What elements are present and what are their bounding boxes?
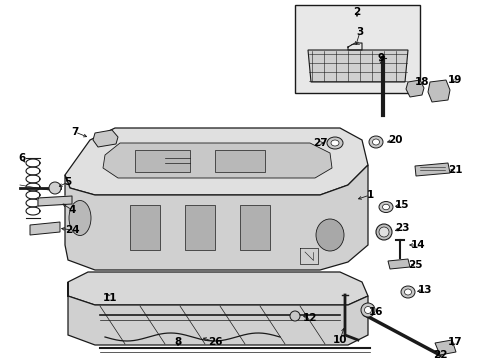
Text: 19: 19 <box>447 75 461 85</box>
Bar <box>135 150 190 172</box>
Polygon shape <box>68 272 367 305</box>
Ellipse shape <box>372 139 379 145</box>
Text: 13: 13 <box>417 285 431 295</box>
Text: 22: 22 <box>432 350 447 360</box>
Text: 4: 4 <box>68 205 76 215</box>
Text: 8: 8 <box>174 337 181 347</box>
Ellipse shape <box>360 303 374 317</box>
Text: 1: 1 <box>366 190 373 200</box>
Text: 10: 10 <box>332 335 346 345</box>
Polygon shape <box>414 163 449 176</box>
Ellipse shape <box>404 289 411 295</box>
Text: 12: 12 <box>302 313 317 323</box>
Ellipse shape <box>315 219 343 251</box>
Ellipse shape <box>382 204 389 210</box>
Ellipse shape <box>400 286 414 298</box>
Text: 3: 3 <box>356 27 363 37</box>
Ellipse shape <box>326 137 342 149</box>
Text: 24: 24 <box>64 225 79 235</box>
Text: 9: 9 <box>377 53 384 63</box>
Bar <box>130 205 160 250</box>
Bar <box>184 205 215 250</box>
Ellipse shape <box>375 224 391 240</box>
Polygon shape <box>427 80 449 102</box>
Ellipse shape <box>378 202 392 212</box>
Polygon shape <box>434 340 455 355</box>
Bar <box>240 205 269 250</box>
Text: 16: 16 <box>368 307 383 317</box>
Bar <box>215 150 264 172</box>
Polygon shape <box>65 128 367 195</box>
Polygon shape <box>38 196 72 206</box>
Text: 2: 2 <box>353 7 360 17</box>
Text: 5: 5 <box>64 177 71 187</box>
Text: 6: 6 <box>19 153 25 163</box>
Polygon shape <box>103 143 331 178</box>
Text: 11: 11 <box>102 293 117 303</box>
Polygon shape <box>30 222 60 235</box>
Polygon shape <box>93 130 118 147</box>
Text: 7: 7 <box>71 127 79 137</box>
Text: 25: 25 <box>407 260 421 270</box>
Text: 15: 15 <box>394 200 408 210</box>
Bar <box>294 5 419 93</box>
Polygon shape <box>65 165 367 270</box>
Ellipse shape <box>378 227 388 237</box>
Polygon shape <box>307 50 407 82</box>
Text: 26: 26 <box>207 337 222 347</box>
Text: 27: 27 <box>312 138 326 148</box>
Polygon shape <box>405 80 423 97</box>
Ellipse shape <box>69 201 91 235</box>
Polygon shape <box>387 259 409 269</box>
Polygon shape <box>68 282 367 345</box>
Text: 21: 21 <box>447 165 461 175</box>
Ellipse shape <box>368 136 382 148</box>
Text: 23: 23 <box>394 223 408 233</box>
Ellipse shape <box>289 311 299 321</box>
Text: 18: 18 <box>414 77 428 87</box>
Text: 14: 14 <box>410 240 425 250</box>
Ellipse shape <box>330 140 338 146</box>
Ellipse shape <box>364 306 371 314</box>
Circle shape <box>49 182 61 194</box>
Text: 20: 20 <box>387 135 402 145</box>
Text: 17: 17 <box>447 337 461 347</box>
